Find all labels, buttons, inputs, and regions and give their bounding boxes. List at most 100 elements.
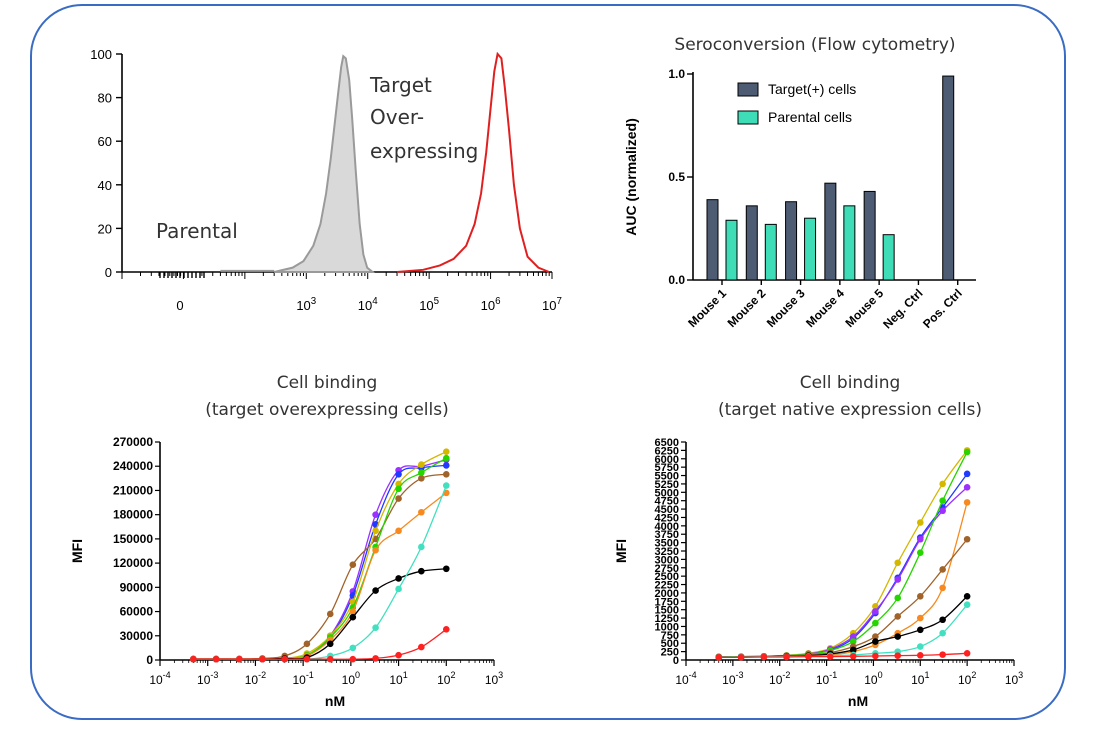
series-curve bbox=[193, 451, 447, 660]
data-point bbox=[783, 653, 790, 661]
data-point bbox=[259, 655, 266, 663]
data-point bbox=[916, 626, 924, 634]
data-point bbox=[872, 652, 879, 660]
x-tick-label: Mouse 4 bbox=[803, 286, 847, 330]
data-point bbox=[939, 651, 946, 658]
legend-label: Parental cells bbox=[768, 109, 852, 125]
y-tick-label: 180000 bbox=[113, 508, 153, 522]
data-point bbox=[349, 655, 357, 663]
bar bbox=[843, 205, 856, 281]
y-tick-label: 20 bbox=[98, 221, 112, 236]
data-point bbox=[303, 640, 311, 648]
data-point bbox=[963, 535, 971, 543]
data-point bbox=[442, 454, 450, 462]
y-axis-label: MFI bbox=[69, 539, 85, 563]
x-tick-label: Mouse 5 bbox=[842, 286, 886, 330]
data-point bbox=[872, 633, 879, 640]
data-point bbox=[894, 613, 902, 620]
series-curve bbox=[718, 595, 968, 658]
data-point bbox=[963, 499, 971, 506]
data-point bbox=[894, 559, 902, 567]
data-point bbox=[372, 587, 379, 594]
x-tick-label: 10-1 bbox=[816, 670, 837, 687]
target-histogram bbox=[396, 51, 550, 273]
data-point bbox=[939, 584, 946, 592]
legend-swatch bbox=[737, 110, 759, 125]
x-tick-label: 106 bbox=[481, 296, 501, 313]
y-tick-label: 2750 bbox=[655, 563, 679, 575]
data-point bbox=[349, 644, 357, 652]
y-tick-label: 90000 bbox=[120, 580, 154, 594]
x-tick-label: 103 bbox=[296, 296, 316, 313]
y-tick-label: 6250 bbox=[655, 445, 679, 457]
y-tick-label: 1.0 bbox=[668, 67, 685, 81]
y-tick-label: 210000 bbox=[113, 483, 153, 497]
data-point bbox=[916, 535, 924, 543]
data-point bbox=[303, 655, 311, 663]
x-tick-label: Mouse 3 bbox=[764, 286, 808, 330]
series-curve bbox=[193, 473, 447, 660]
data-point bbox=[418, 567, 425, 575]
data-point bbox=[963, 448, 971, 456]
x-tick-label: 10-2 bbox=[769, 670, 790, 687]
figure-frame bbox=[30, 4, 1066, 720]
series-curve bbox=[718, 538, 968, 658]
data-point bbox=[916, 643, 924, 650]
data-point bbox=[395, 485, 402, 493]
series-curve bbox=[718, 473, 968, 658]
y-tick-label: 4000 bbox=[655, 521, 679, 533]
x-tick-label: Mouse 1 bbox=[685, 286, 729, 330]
data-point bbox=[442, 565, 450, 573]
y-tick-label: 4500 bbox=[655, 504, 679, 516]
data-point bbox=[963, 649, 971, 657]
y-tick-label: 5500 bbox=[655, 471, 679, 483]
parental-histogram bbox=[273, 54, 376, 273]
bar bbox=[764, 223, 777, 281]
data-point bbox=[395, 470, 402, 478]
data-point bbox=[372, 546, 379, 554]
data-point bbox=[916, 592, 924, 600]
data-point bbox=[349, 608, 357, 615]
y-tick-label: 6500 bbox=[655, 437, 679, 449]
data-point bbox=[963, 483, 971, 491]
x-tick-label: 101 bbox=[389, 670, 407, 687]
data-point bbox=[418, 475, 425, 482]
bar bbox=[745, 205, 758, 281]
data-point bbox=[894, 594, 902, 602]
data-point bbox=[715, 654, 723, 661]
y-tick-label: 2250 bbox=[655, 580, 679, 592]
data-point bbox=[849, 646, 857, 654]
data-point bbox=[939, 629, 946, 637]
x-tick-label: 10-3 bbox=[722, 670, 743, 687]
data-point bbox=[395, 585, 402, 593]
y-tick-label: 30000 bbox=[120, 629, 154, 643]
x-tick-label: 104 bbox=[358, 296, 378, 313]
data-point bbox=[395, 575, 402, 582]
y-tick-label: 4250 bbox=[655, 512, 679, 524]
cell-binding-native-chart: Cell binding (target native expression ce… bbox=[613, 373, 1023, 709]
y-tick-label: 2000 bbox=[655, 588, 679, 600]
data-point bbox=[939, 507, 946, 515]
cell-binding-overexpressing-chart: Cell binding (target overexpressing cells… bbox=[69, 373, 503, 709]
data-point bbox=[963, 592, 971, 600]
data-point bbox=[916, 519, 924, 526]
seroconversion-bar-chart: Seroconversion (Flow cytometry) 0.0 0.5 1.0… bbox=[623, 35, 976, 331]
series-curve bbox=[193, 628, 447, 660]
x-tick-label: Pos. Ctrl bbox=[920, 286, 965, 331]
data-point bbox=[916, 614, 924, 622]
y-tick-label: 240000 bbox=[113, 459, 153, 473]
x-tick-label: 10-4 bbox=[675, 670, 696, 687]
bar bbox=[725, 219, 738, 281]
bar bbox=[804, 217, 817, 281]
x-tick-label: Mouse 2 bbox=[725, 286, 769, 330]
bar bbox=[706, 199, 719, 281]
y-tick-label: 500 bbox=[661, 638, 679, 650]
x-tick-label: 105 bbox=[419, 296, 439, 313]
bar bbox=[882, 234, 895, 281]
data-point bbox=[939, 497, 946, 504]
data-point bbox=[418, 643, 425, 651]
x-tick-label: 102 bbox=[437, 670, 455, 687]
data-point bbox=[236, 655, 243, 663]
bar bbox=[863, 190, 876, 281]
data-point bbox=[894, 576, 902, 583]
